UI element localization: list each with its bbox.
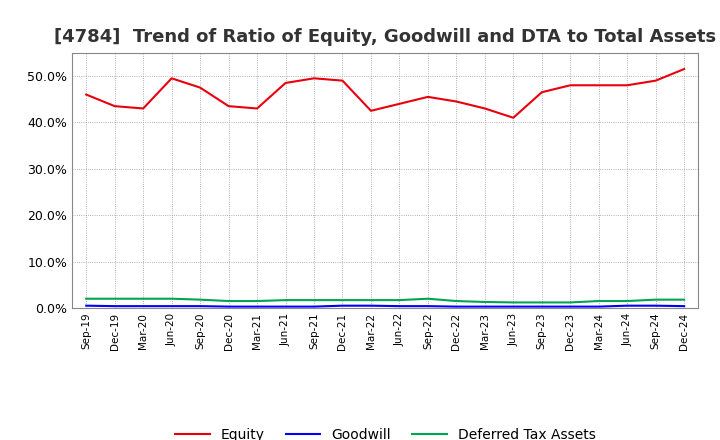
Equity <box>196 85 204 90</box>
Deferred Tax Assets <box>196 297 204 302</box>
Line: Equity: Equity <box>86 69 684 118</box>
Equity <box>623 83 631 88</box>
Goodwill <box>452 304 461 309</box>
Line: Goodwill: Goodwill <box>86 306 684 307</box>
Deferred Tax Assets <box>82 296 91 301</box>
Equity <box>423 94 432 99</box>
Goodwill <box>537 304 546 309</box>
Goodwill <box>366 303 375 308</box>
Deferred Tax Assets <box>167 296 176 301</box>
Deferred Tax Assets <box>253 298 261 304</box>
Deferred Tax Assets <box>110 296 119 301</box>
Goodwill <box>652 303 660 308</box>
Deferred Tax Assets <box>423 296 432 301</box>
Goodwill <box>509 304 518 309</box>
Equity <box>537 90 546 95</box>
Goodwill <box>225 304 233 309</box>
Equity <box>225 103 233 109</box>
Deferred Tax Assets <box>310 297 318 303</box>
Equity <box>395 101 404 106</box>
Equity <box>167 76 176 81</box>
Deferred Tax Assets <box>480 299 489 304</box>
Equity <box>452 99 461 104</box>
Equity <box>509 115 518 121</box>
Legend: Equity, Goodwill, Deferred Tax Assets: Equity, Goodwill, Deferred Tax Assets <box>169 422 601 440</box>
Deferred Tax Assets <box>452 298 461 304</box>
Goodwill <box>338 303 347 308</box>
Equity <box>82 92 91 97</box>
Goodwill <box>282 304 290 309</box>
Deferred Tax Assets <box>537 300 546 305</box>
Deferred Tax Assets <box>395 297 404 303</box>
Equity <box>595 83 603 88</box>
Goodwill <box>196 304 204 309</box>
Goodwill <box>110 304 119 309</box>
Title: [4784]  Trend of Ratio of Equity, Goodwill and DTA to Total Assets: [4784] Trend of Ratio of Equity, Goodwil… <box>54 28 716 46</box>
Goodwill <box>680 304 688 309</box>
Equity <box>480 106 489 111</box>
Goodwill <box>167 304 176 309</box>
Equity <box>566 83 575 88</box>
Deferred Tax Assets <box>680 297 688 302</box>
Equity <box>110 103 119 109</box>
Goodwill <box>139 304 148 309</box>
Deferred Tax Assets <box>225 298 233 304</box>
Equity <box>139 106 148 111</box>
Goodwill <box>480 304 489 309</box>
Goodwill <box>623 303 631 308</box>
Goodwill <box>395 304 404 309</box>
Equity <box>310 76 318 81</box>
Goodwill <box>423 304 432 309</box>
Deferred Tax Assets <box>338 297 347 303</box>
Goodwill <box>82 303 91 308</box>
Goodwill <box>566 304 575 309</box>
Equity <box>282 81 290 86</box>
Goodwill <box>310 304 318 309</box>
Deferred Tax Assets <box>566 300 575 305</box>
Line: Deferred Tax Assets: Deferred Tax Assets <box>86 299 684 302</box>
Deferred Tax Assets <box>623 298 631 304</box>
Equity <box>338 78 347 83</box>
Equity <box>366 108 375 114</box>
Goodwill <box>253 304 261 309</box>
Equity <box>680 66 688 72</box>
Equity <box>253 106 261 111</box>
Equity <box>652 78 660 83</box>
Goodwill <box>595 304 603 309</box>
Deferred Tax Assets <box>139 296 148 301</box>
Deferred Tax Assets <box>652 297 660 302</box>
Deferred Tax Assets <box>282 297 290 303</box>
Deferred Tax Assets <box>595 298 603 304</box>
Deferred Tax Assets <box>366 297 375 303</box>
Deferred Tax Assets <box>509 300 518 305</box>
